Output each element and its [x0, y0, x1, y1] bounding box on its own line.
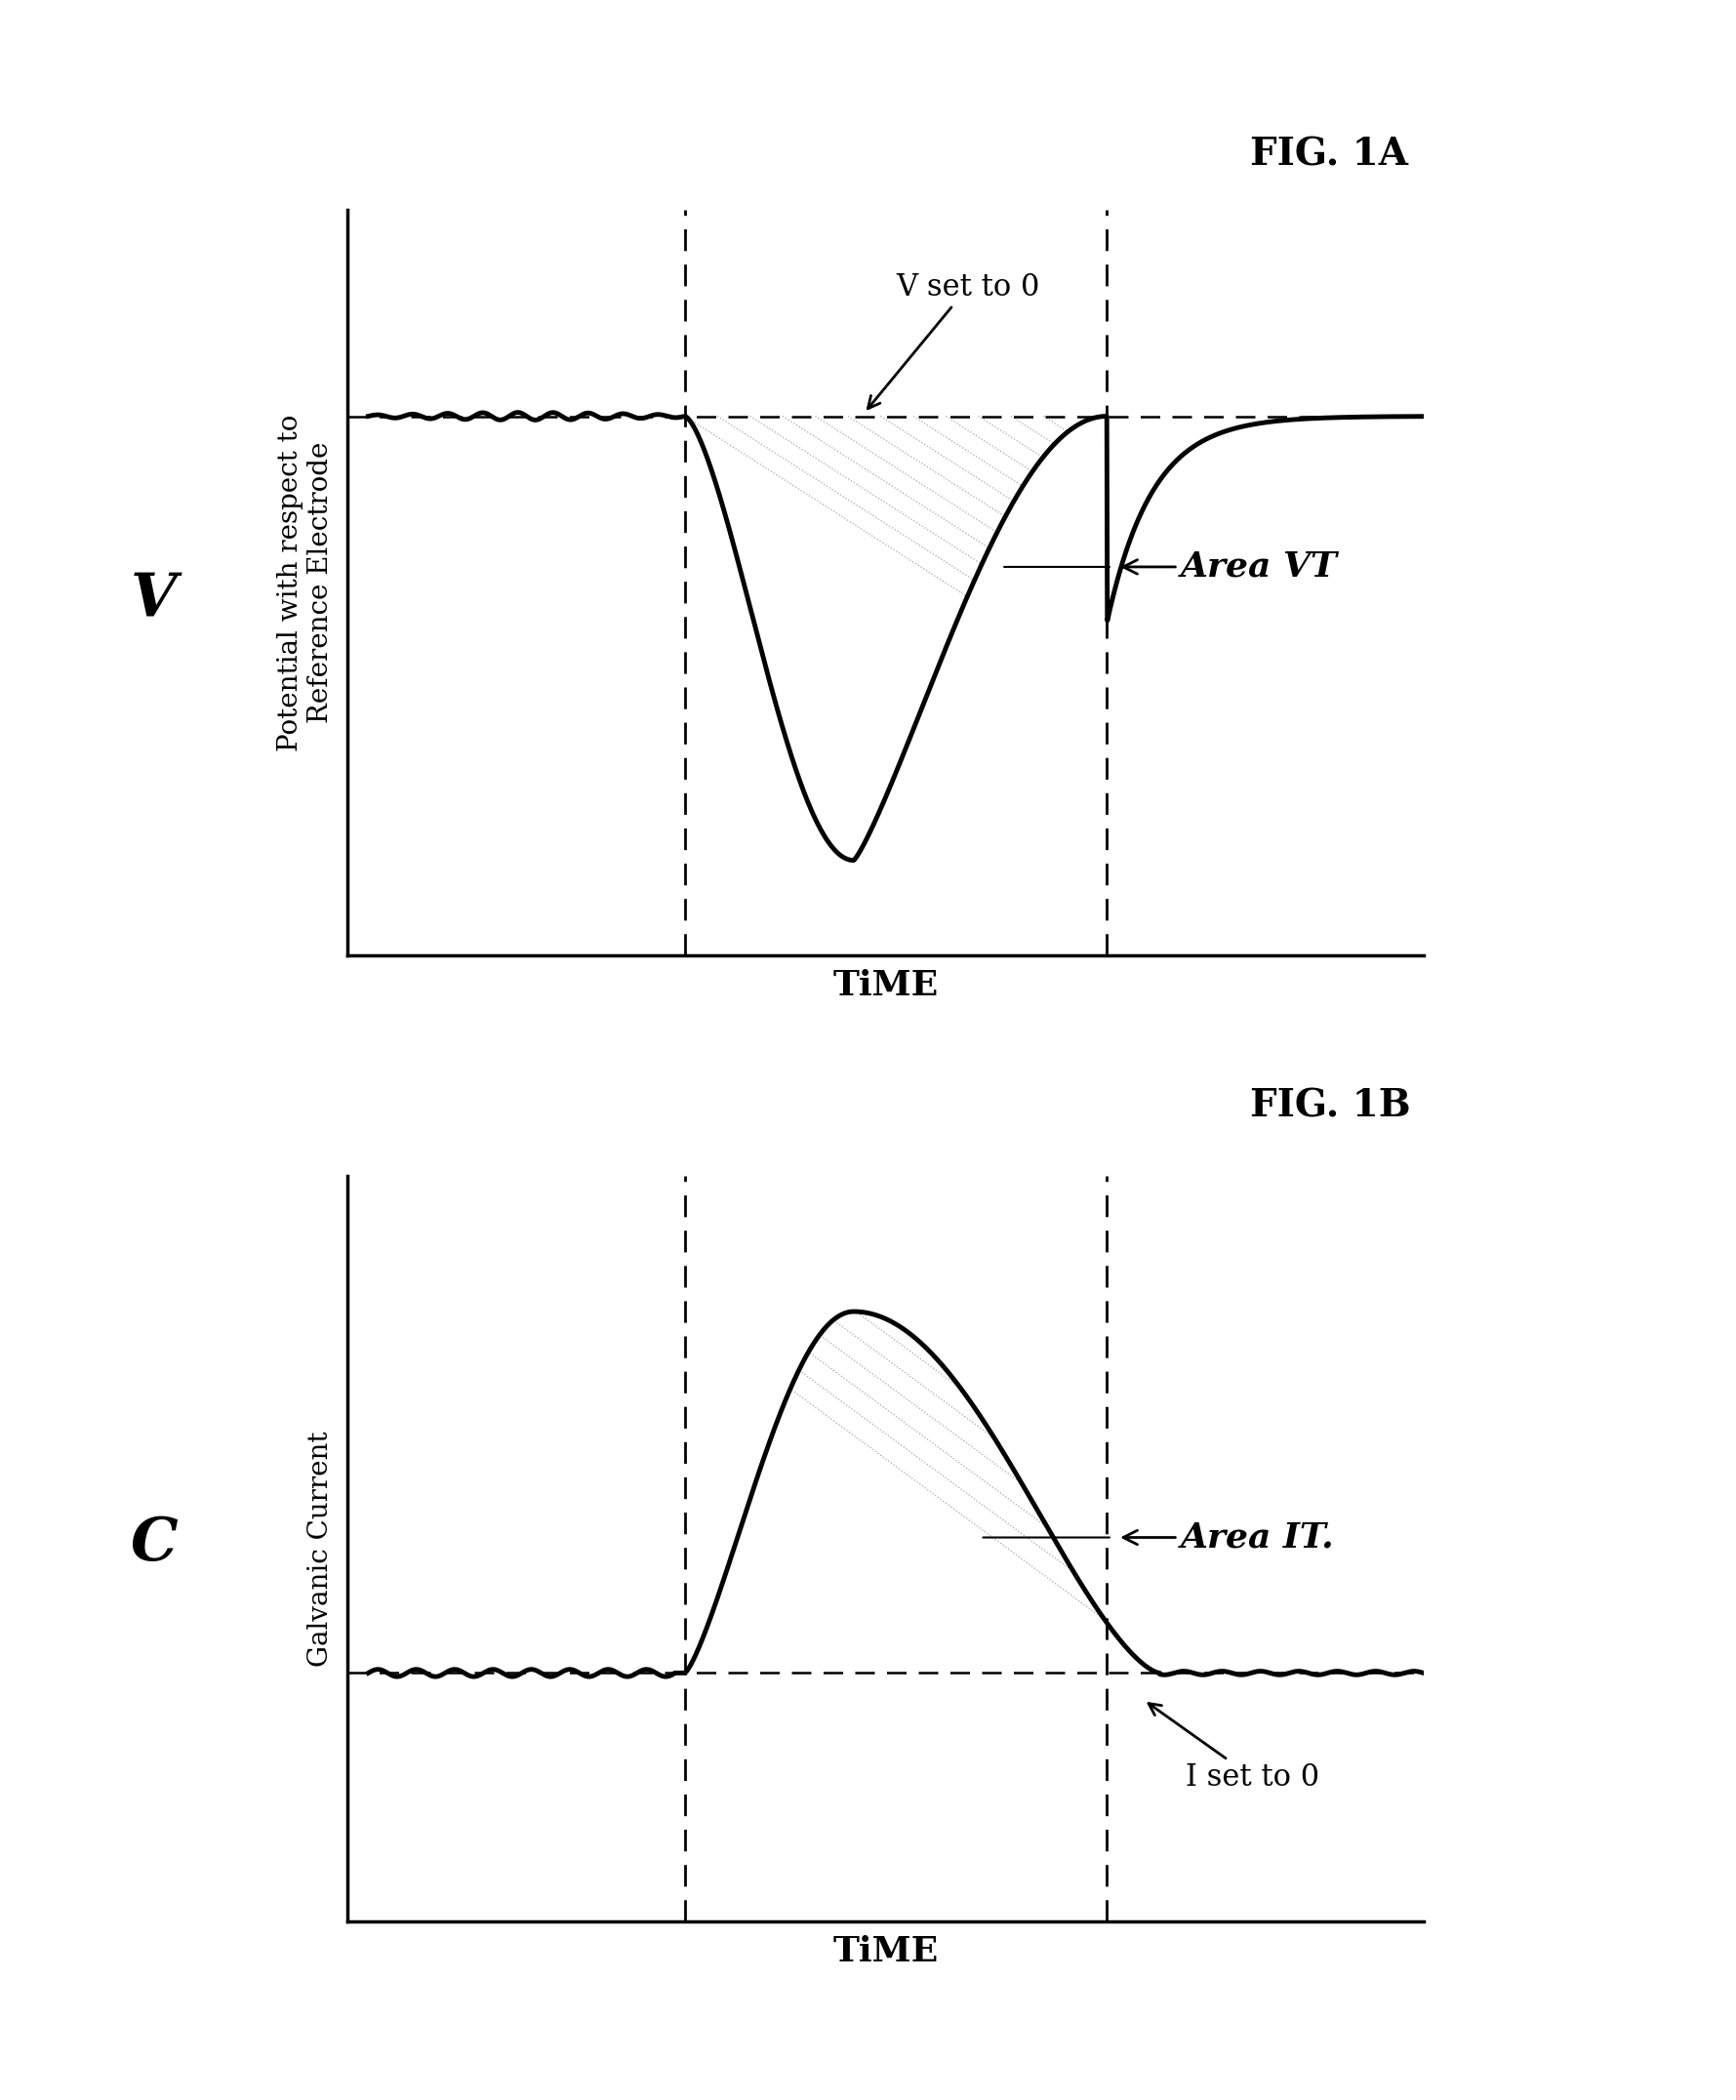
X-axis label: TiME: TiME [833, 968, 937, 1002]
Text: C: C [130, 1514, 177, 1573]
Y-axis label: Potential with respect to
Reference Electrode: Potential with respect to Reference Elec… [276, 414, 333, 752]
Text: V set to 0: V set to 0 [868, 273, 1040, 410]
X-axis label: TiME: TiME [833, 1934, 937, 1968]
Text: FIG. 1B: FIG. 1B [1250, 1088, 1411, 1126]
Y-axis label: Galvanic Current: Galvanic Current [307, 1430, 333, 1667]
Text: Area VT: Area VT [1123, 550, 1338, 584]
Text: I set to 0: I set to 0 [1149, 1703, 1319, 1793]
Text: Area IT.: Area IT. [1123, 1520, 1335, 1554]
Text: V: V [130, 569, 177, 628]
Text: FIG. 1A: FIG. 1A [1250, 136, 1408, 174]
